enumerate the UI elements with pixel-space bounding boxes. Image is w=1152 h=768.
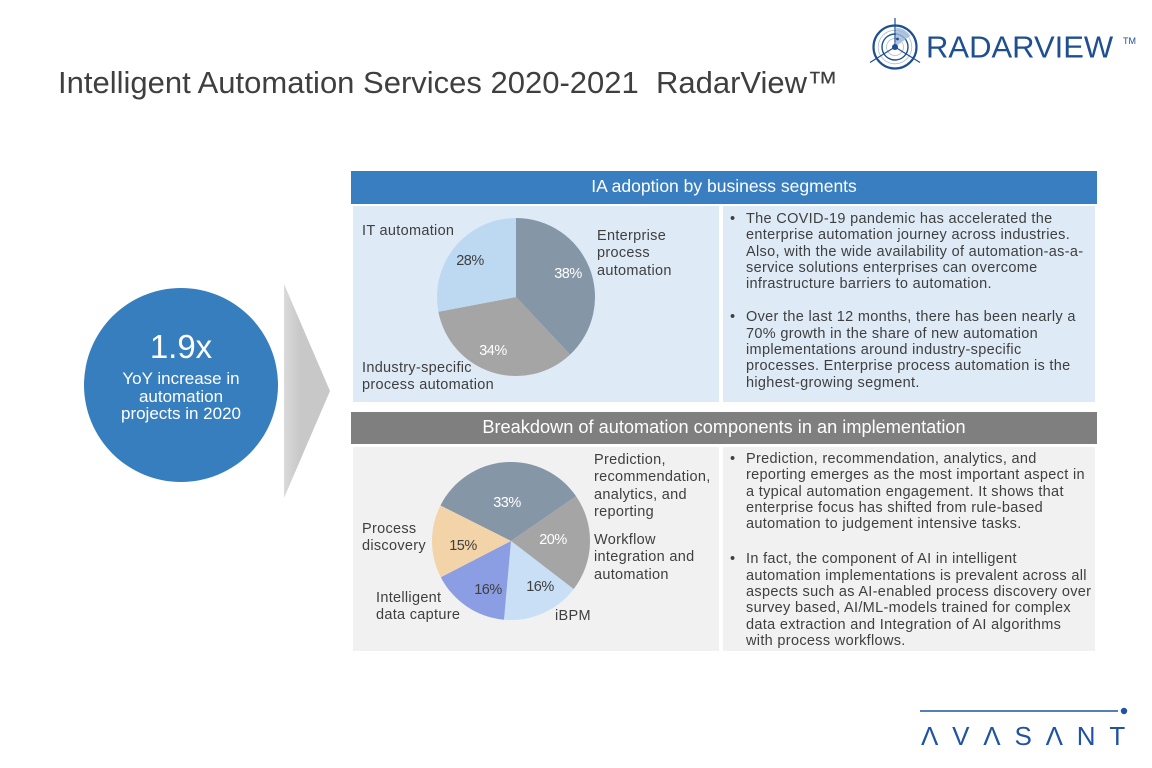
svg-text:RADARVIEW: RADARVIEW [926, 30, 1114, 65]
svg-text:ΛVΛSΛNT: ΛVΛSΛNT [921, 721, 1139, 751]
svg-text:TM: TM [1123, 36, 1136, 46]
